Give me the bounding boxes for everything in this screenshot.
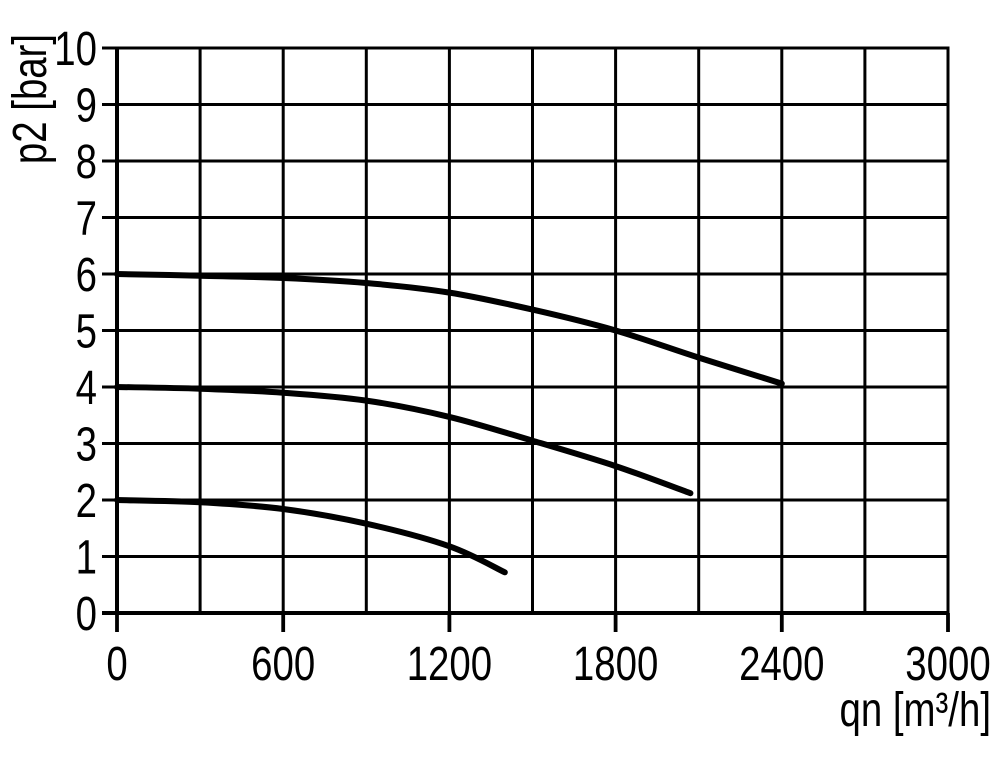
x-tick-label: 600 <box>251 638 315 691</box>
curve-inlet-2bar <box>114 497 508 576</box>
y-tick-label: 5 <box>76 306 97 359</box>
curve-inlet-4bar <box>114 384 694 497</box>
x-tick-label: 2400 <box>739 638 824 691</box>
y-tick-label: 8 <box>76 136 97 189</box>
tick-layer <box>115 613 950 632</box>
y-axis-label: p2 [bar] <box>4 34 57 164</box>
y-tick-label: 3 <box>76 419 97 472</box>
y-tick-label: 9 <box>76 80 97 133</box>
y-tick-label: 2 <box>76 475 97 528</box>
grid-layer <box>102 46 950 615</box>
curve-inlet-6bar <box>114 271 785 387</box>
curve-layer <box>114 271 785 576</box>
y-tick-label: 1 <box>76 532 97 585</box>
x-tick-label: 1200 <box>407 638 492 691</box>
x-axis-label: qn [m³/h] <box>840 684 991 737</box>
x-tick-label: 1800 <box>573 638 658 691</box>
y-tick-label: 7 <box>76 193 97 246</box>
y-tick-label: 10 <box>54 23 97 76</box>
y-tick-label: 0 <box>76 588 97 641</box>
x-tick-label: 0 <box>106 638 127 691</box>
x-tick-label: 3000 <box>905 638 990 691</box>
y-tick-label: 4 <box>76 362 97 415</box>
y-tick-label: 6 <box>76 249 97 302</box>
